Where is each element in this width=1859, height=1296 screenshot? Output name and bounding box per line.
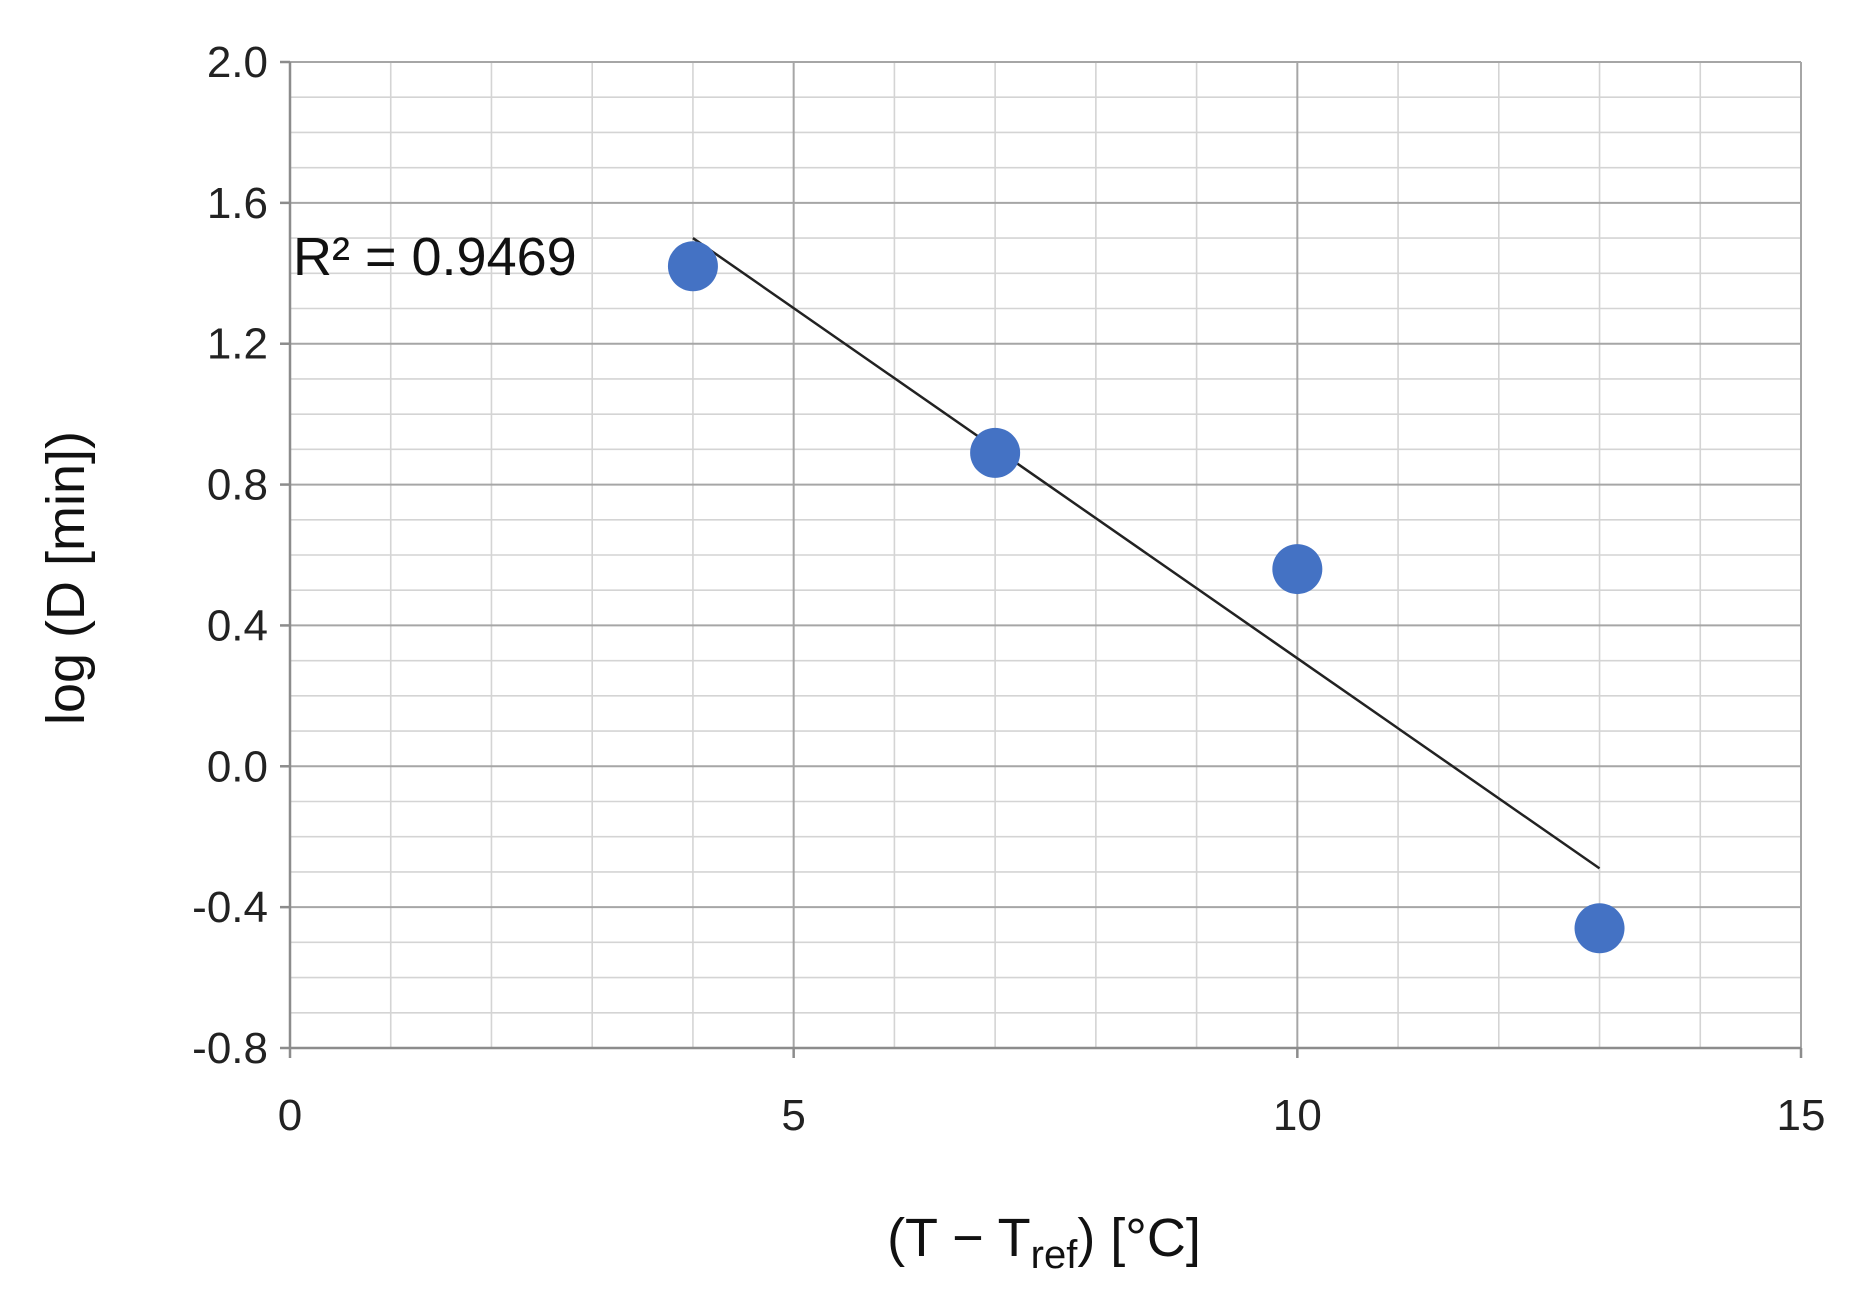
x-axis-title: (T − Tref) [°C] (887, 1208, 1201, 1277)
y-tick-label: -0.4 (192, 883, 268, 932)
x-tick-label: 15 (1777, 1091, 1826, 1140)
y-tick-label: 1.2 (207, 320, 268, 369)
x-axis-title-main: (T − T (887, 1208, 1031, 1268)
y-tick-label: 0.8 (207, 461, 268, 510)
x-tick-labels: 0 5 10 15 (278, 1091, 1826, 1140)
y-tick-label: 1.6 (207, 179, 268, 228)
y-tick-labels: -0.8 -0.4 0.0 0.4 0.8 1.2 1.6 2.0 (192, 38, 268, 1073)
data-point (1272, 544, 1323, 595)
trendline-group (692, 237, 1601, 870)
x-tick-label: 5 (781, 1091, 805, 1140)
axes (280, 60, 1803, 1058)
y-tick-label: 2.0 (207, 38, 268, 87)
x-axis-title-unit: ) [°C] (1077, 1208, 1201, 1268)
y-tick-label: 0.0 (207, 742, 268, 791)
data-point (667, 241, 718, 292)
data-points (667, 241, 1625, 954)
x-tick-label: 0 (278, 1091, 302, 1140)
r-squared-annotation: R² = 0.9469 (293, 227, 577, 287)
y-tick-label: 0.4 (207, 601, 268, 650)
y-tick-label: -0.8 (192, 1024, 268, 1073)
data-point (970, 427, 1021, 478)
y-axis-title: log (D [min]) (36, 431, 96, 725)
x-tick-label: 10 (1273, 1091, 1322, 1140)
minor-gridlines (290, 62, 1801, 1048)
trendline (692, 237, 1601, 870)
data-point (1574, 903, 1625, 954)
x-axis-title-subscript: ref (1031, 1233, 1079, 1277)
